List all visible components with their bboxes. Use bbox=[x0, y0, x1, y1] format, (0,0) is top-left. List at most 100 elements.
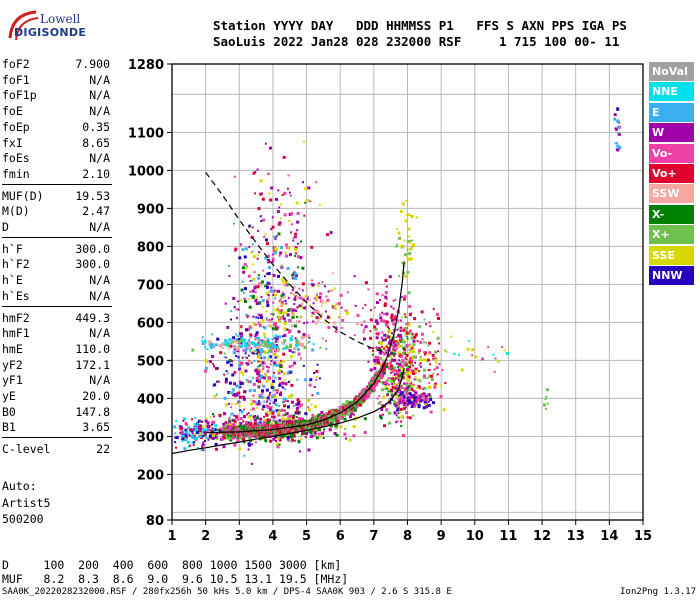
echo-point bbox=[304, 187, 308, 191]
echo-point bbox=[284, 299, 287, 302]
echo-point bbox=[392, 380, 395, 383]
echo-point bbox=[214, 442, 218, 446]
echo-point bbox=[385, 337, 388, 340]
echo-point bbox=[223, 352, 226, 355]
echo-point bbox=[275, 363, 279, 367]
echo-point bbox=[393, 349, 396, 352]
echo-point bbox=[360, 323, 363, 326]
echo-point bbox=[265, 388, 269, 392]
echo-point bbox=[333, 304, 337, 308]
echo-point bbox=[194, 432, 197, 435]
echo-point bbox=[179, 431, 182, 434]
echo-point bbox=[250, 251, 253, 254]
y-tick-label: 1280 bbox=[128, 58, 164, 73]
echo-point bbox=[269, 399, 272, 402]
echo-point bbox=[413, 401, 416, 404]
x-tick-label: 4 bbox=[268, 529, 277, 544]
echo-point bbox=[247, 448, 250, 451]
echo-point bbox=[240, 288, 244, 292]
echo-point bbox=[206, 421, 210, 425]
param-key: fmin bbox=[2, 166, 30, 181]
echo-point bbox=[494, 357, 497, 360]
echo-point bbox=[357, 417, 360, 420]
echo-point bbox=[427, 368, 430, 371]
echo-point bbox=[222, 347, 225, 350]
echo-point bbox=[255, 344, 258, 347]
param-row-m-d-: M(D) 2.47 bbox=[2, 204, 110, 219]
echo-point bbox=[392, 369, 396, 373]
echo-point bbox=[210, 423, 213, 426]
echo-point bbox=[281, 381, 285, 385]
echo-point bbox=[247, 274, 251, 278]
echo-point bbox=[368, 347, 371, 350]
echo-point bbox=[380, 336, 383, 339]
y-tick-label: 700 bbox=[137, 278, 164, 293]
param-key: foEp bbox=[2, 119, 30, 134]
echo-point bbox=[229, 344, 233, 348]
echo-point bbox=[278, 438, 282, 442]
echo-point bbox=[243, 441, 246, 444]
echo-point bbox=[235, 333, 238, 336]
echo-point bbox=[282, 280, 286, 284]
echo-point bbox=[395, 374, 398, 377]
echo-point bbox=[309, 378, 313, 382]
echo-point bbox=[203, 430, 207, 434]
echo-point bbox=[254, 441, 257, 444]
echo-point bbox=[229, 421, 232, 424]
echo-point bbox=[416, 378, 419, 381]
echo-point bbox=[277, 315, 281, 319]
echo-point bbox=[286, 405, 290, 409]
echo-point bbox=[260, 192, 263, 195]
echo-point bbox=[373, 358, 377, 362]
echo-point bbox=[300, 304, 303, 307]
echo-point bbox=[374, 361, 377, 364]
echo-point bbox=[270, 313, 273, 316]
echo-point bbox=[265, 423, 268, 426]
echo-trace-point bbox=[367, 393, 371, 397]
echo-point bbox=[306, 298, 309, 301]
echo-point bbox=[384, 295, 388, 299]
echo-point bbox=[400, 364, 404, 368]
echo-point bbox=[258, 364, 261, 367]
echo-point bbox=[271, 411, 275, 415]
echo-point bbox=[383, 345, 387, 349]
echo-point bbox=[294, 291, 297, 294]
echo-point bbox=[222, 342, 225, 345]
echo-point bbox=[267, 291, 270, 294]
echo-point bbox=[334, 308, 337, 311]
echo-point bbox=[388, 275, 392, 279]
footer-version: Ion2Png 1.3.17 bbox=[620, 587, 696, 597]
echo-point bbox=[445, 350, 448, 353]
echo-point bbox=[266, 304, 270, 308]
echo-point bbox=[256, 348, 260, 352]
echo-point bbox=[223, 412, 227, 416]
echo-point bbox=[403, 388, 407, 392]
echo-point bbox=[418, 394, 421, 397]
echo-point bbox=[243, 408, 246, 411]
echo-point bbox=[438, 342, 441, 345]
echo-point bbox=[273, 364, 276, 367]
echo-point bbox=[412, 243, 416, 247]
echo-point bbox=[381, 311, 384, 314]
echo-point bbox=[309, 429, 313, 433]
echo-point bbox=[409, 366, 412, 369]
echo-point bbox=[214, 343, 218, 347]
echo-point bbox=[268, 356, 271, 359]
echo-point bbox=[405, 344, 409, 348]
echo-trace-point bbox=[299, 428, 303, 432]
echo-point bbox=[243, 454, 246, 457]
echo-point bbox=[252, 389, 256, 393]
echo-point bbox=[407, 352, 410, 355]
echo-point bbox=[238, 447, 242, 451]
echo-point bbox=[381, 413, 384, 416]
echo-point bbox=[238, 395, 242, 399]
echo-trace-point bbox=[327, 422, 331, 426]
echo-point bbox=[279, 382, 282, 385]
echo-point bbox=[378, 394, 381, 397]
echo-point bbox=[270, 415, 273, 418]
echo-trace-point bbox=[243, 425, 247, 429]
echo-point bbox=[341, 318, 345, 322]
echo-point bbox=[260, 340, 264, 344]
echo-point bbox=[381, 331, 384, 334]
echo-point bbox=[237, 418, 240, 421]
